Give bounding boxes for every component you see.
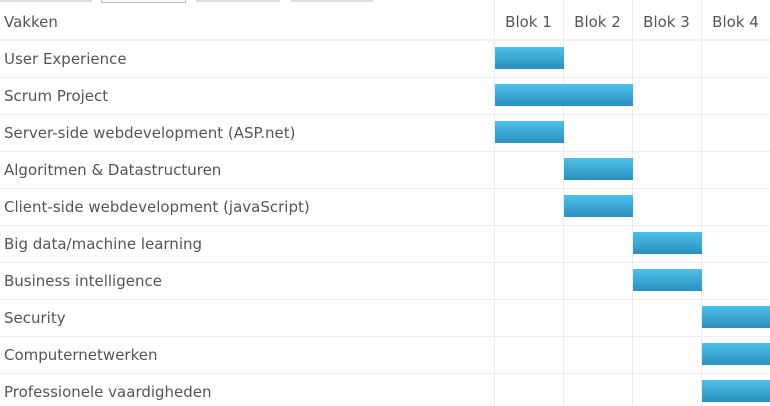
task-label: Big data/machine learning: [4, 235, 202, 253]
task-bar[interactable]: [633, 232, 702, 254]
task-bar[interactable]: [564, 195, 633, 217]
bar-layer: [495, 47, 770, 402]
period-header-4: Blok 4: [712, 13, 759, 31]
task-bar[interactable]: [564, 158, 633, 180]
task-label: Security: [4, 309, 66, 327]
tab-1[interactable]: [0, 0, 92, 2]
tab-2[interactable]: [101, 0, 186, 3]
task-label: Business intelligence: [4, 272, 162, 290]
task-label: User Experience: [4, 50, 127, 68]
task-bar[interactable]: [495, 121, 564, 143]
task-label: Algoritmen & Datastructuren: [4, 161, 221, 179]
task-label: Server-side webdevelopment (ASP.net): [4, 124, 295, 142]
period-header-3: Blok 3: [643, 13, 690, 31]
task-bar[interactable]: [495, 84, 633, 106]
task-label: Computernetwerken: [4, 346, 157, 364]
task-label: Client-side webdevelopment (javaScript): [4, 198, 310, 216]
task-bar[interactable]: [702, 380, 770, 402]
task-bar[interactable]: [702, 306, 770, 328]
period-header-2: Blok 2: [574, 13, 621, 31]
period-header-1: Blok 1: [505, 13, 552, 31]
tab-3[interactable]: [196, 0, 280, 2]
task-label: Professionele vaardigheden: [4, 383, 212, 401]
task-bar[interactable]: [633, 269, 702, 291]
tab-4[interactable]: [291, 0, 373, 2]
text-layer: Vakken Blok 1 Blok 2 Blok 3 Blok 4 User Exper…: [4, 13, 759, 401]
tab-strip: [0, 0, 770, 3]
task-bar[interactable]: [495, 47, 564, 69]
task-label: Scrum Project: [4, 87, 108, 105]
header-label: Vakken: [4, 13, 58, 31]
task-bar[interactable]: [702, 343, 770, 365]
